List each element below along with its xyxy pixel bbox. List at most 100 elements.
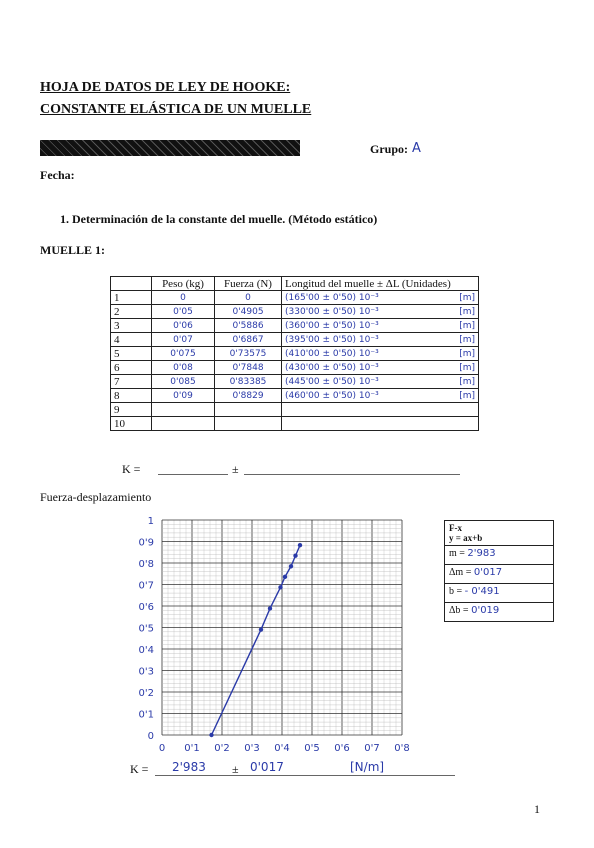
- longitud-cell: (395'00 ± 0'50) 10⁻³ [m]: [281, 332, 479, 347]
- data-point: [209, 732, 214, 738]
- longitud-unit: [m]: [459, 292, 475, 303]
- data-point: [258, 627, 264, 632]
- dm-label: Δm =: [449, 567, 472, 578]
- x-tick-label: 0'1: [184, 743, 199, 754]
- y-tick-label: 0'5: [139, 624, 154, 635]
- peso-cell: 0'05: [151, 304, 215, 319]
- force-displacement-chart: 0 0'1 0'2 0'3 0'4 0'5 0'6 0'7 0'8 0 0'1 0'2 0'3 0'4 0'…: [139, 516, 410, 754]
- longitud-cell: [281, 416, 479, 431]
- y-tick-label: 0'2: [139, 688, 154, 699]
- peso-cell: 0'075: [151, 346, 215, 361]
- longitud-unit: [m]: [459, 362, 475, 373]
- longitud-value: (445'00 ± 0'50) 10⁻³: [285, 376, 379, 387]
- longitud-value: (460'00 ± 0'50) 10⁻³: [285, 390, 379, 401]
- peso-cell: 0'09: [151, 388, 215, 403]
- x-tick-label: 0'6: [334, 743, 349, 754]
- fit-results-box: F-x y = ax+b m = 2'983 Δm = 0'017 b = - …: [444, 520, 554, 622]
- x-tick-label: 0'5: [304, 743, 319, 754]
- peso-cell: [151, 416, 215, 431]
- row-number: 9: [110, 402, 152, 417]
- y-tick-label: 0'4: [139, 645, 154, 656]
- longitud-cell: (430'00 ± 0'50) 10⁻³ [m]: [281, 360, 479, 375]
- longitud-cell: (360'00 ± 0'50) 10⁻³ [m]: [281, 318, 479, 333]
- peso-cell: 0'085: [151, 374, 215, 389]
- row-number: 1: [110, 290, 152, 305]
- row-number: 10: [110, 416, 152, 431]
- fit-header-eq: y = ax+b: [449, 533, 483, 543]
- y-tick-label: 0'9: [139, 538, 154, 549]
- k-blank-pm: ±: [232, 462, 239, 476]
- longitud-unit: [m]: [459, 334, 475, 345]
- db-label: Δb =: [449, 605, 469, 616]
- longitud-cell: (445'00 ± 0'50) 10⁻³ [m]: [281, 374, 479, 389]
- k-blank-error-line: [244, 474, 460, 475]
- y-tick-label: 0'3: [139, 667, 154, 678]
- fuerza-cell: 0: [214, 290, 282, 305]
- grupo-value: A: [412, 141, 421, 156]
- fuerza-cell: 0'6867: [214, 332, 282, 347]
- table-row: 2 0'05 0'4905 (330'00 ± 0'50) 10⁻³ [m]: [110, 304, 479, 319]
- muelle-label: MUELLE 1:: [40, 243, 106, 257]
- db-value: 0'019: [471, 605, 500, 616]
- y-tick-label: 0'1: [139, 710, 154, 721]
- row-number: 4: [110, 332, 152, 347]
- fecha-label: Fecha:: [40, 168, 75, 182]
- fuerza-cell: 0'5886: [214, 318, 282, 333]
- fit-db-row: Δb = 0'019: [445, 603, 553, 621]
- longitud-unit: [m]: [459, 390, 475, 401]
- x-tick-label: 0'8: [394, 743, 409, 754]
- longitud-value: (410'00 ± 0'50) 10⁻³: [285, 348, 379, 359]
- longitud-cell: (330'00 ± 0'50) 10⁻³ [m]: [281, 304, 479, 319]
- table-row: 6 0'08 0'7848 (430'00 ± 0'50) 10⁻³ [m]: [110, 360, 479, 375]
- longitud-value: (360'00 ± 0'50) 10⁻³: [285, 320, 379, 331]
- fuerza-cell: 0'73575: [214, 346, 282, 361]
- data-point: [267, 606, 273, 611]
- fuerza-cell: [214, 402, 282, 417]
- fuerza-cell: 0'7848: [214, 360, 282, 375]
- k-result-line: [155, 775, 455, 776]
- header-cell: Longitud del muelle ± ΔL (Unidades): [281, 276, 479, 291]
- m-value: 2'983: [467, 548, 496, 559]
- fit-dm-row: Δm = 0'017: [445, 565, 553, 584]
- title-line-2: CONSTANTE ELÁSTICA DE UN MUELLE: [40, 102, 312, 117]
- longitud-unit: [m]: [459, 306, 475, 317]
- header-cell: [110, 276, 152, 291]
- row-number: 8: [110, 388, 152, 403]
- k-result-error: 0'017: [250, 760, 284, 774]
- x-tick-label: 0'3: [244, 743, 259, 754]
- data-point: [297, 542, 303, 548]
- grupo-label: Grupo:: [370, 142, 409, 156]
- longitud-value: (165'00 ± 0'50) 10⁻³: [285, 292, 379, 303]
- peso-cell: 0'06: [151, 318, 215, 333]
- x-tick-label: 0'2: [214, 743, 229, 754]
- header-cell: Fuerza (N): [214, 276, 282, 291]
- longitud-cell: (460'00 ± 0'50) 10⁻³ [m]: [281, 388, 479, 403]
- data-point: [278, 585, 283, 590]
- y-tick-label: 0'6: [139, 602, 154, 613]
- data-point: [282, 574, 288, 580]
- data-point: [288, 564, 294, 569]
- k-blank-label: K =: [122, 462, 141, 476]
- longitud-unit: [m]: [459, 376, 475, 387]
- peso-cell: [151, 402, 215, 417]
- y-tick-label: 0'8: [139, 559, 154, 570]
- table-row: 9: [110, 402, 479, 417]
- longitud-value: (330'00 ± 0'50) 10⁻³: [285, 306, 379, 317]
- b-value: - 0'491: [464, 586, 500, 597]
- y-tick-label: 0: [148, 731, 154, 742]
- row-number: 5: [110, 346, 152, 361]
- k-blank-line: [158, 474, 228, 475]
- section-heading: 1. Determinación de la constante del mue…: [60, 212, 378, 226]
- x-tick-label: 0: [159, 743, 165, 754]
- fuerza-cell: 0'4905: [214, 304, 282, 319]
- k-result-unit: [N/m]: [350, 760, 385, 774]
- graph-label: Fuerza-desplazamiento: [40, 490, 152, 504]
- table-row: 5 0'075 0'73575 (410'00 ± 0'50) 10⁻³ [m]: [110, 346, 479, 361]
- header-cell: Peso (kg): [151, 276, 215, 291]
- longitud-unit: [m]: [459, 320, 475, 331]
- fuerza-cell: 0'8829: [214, 388, 282, 403]
- table-row: 8 0'09 0'8829 (460'00 ± 0'50) 10⁻³ [m]: [110, 388, 479, 403]
- peso-cell: 0: [151, 290, 215, 305]
- title-line-1: HOJA DE DATOS DE LEY DE HOOKE:: [40, 80, 291, 95]
- longitud-unit: [m]: [459, 348, 475, 359]
